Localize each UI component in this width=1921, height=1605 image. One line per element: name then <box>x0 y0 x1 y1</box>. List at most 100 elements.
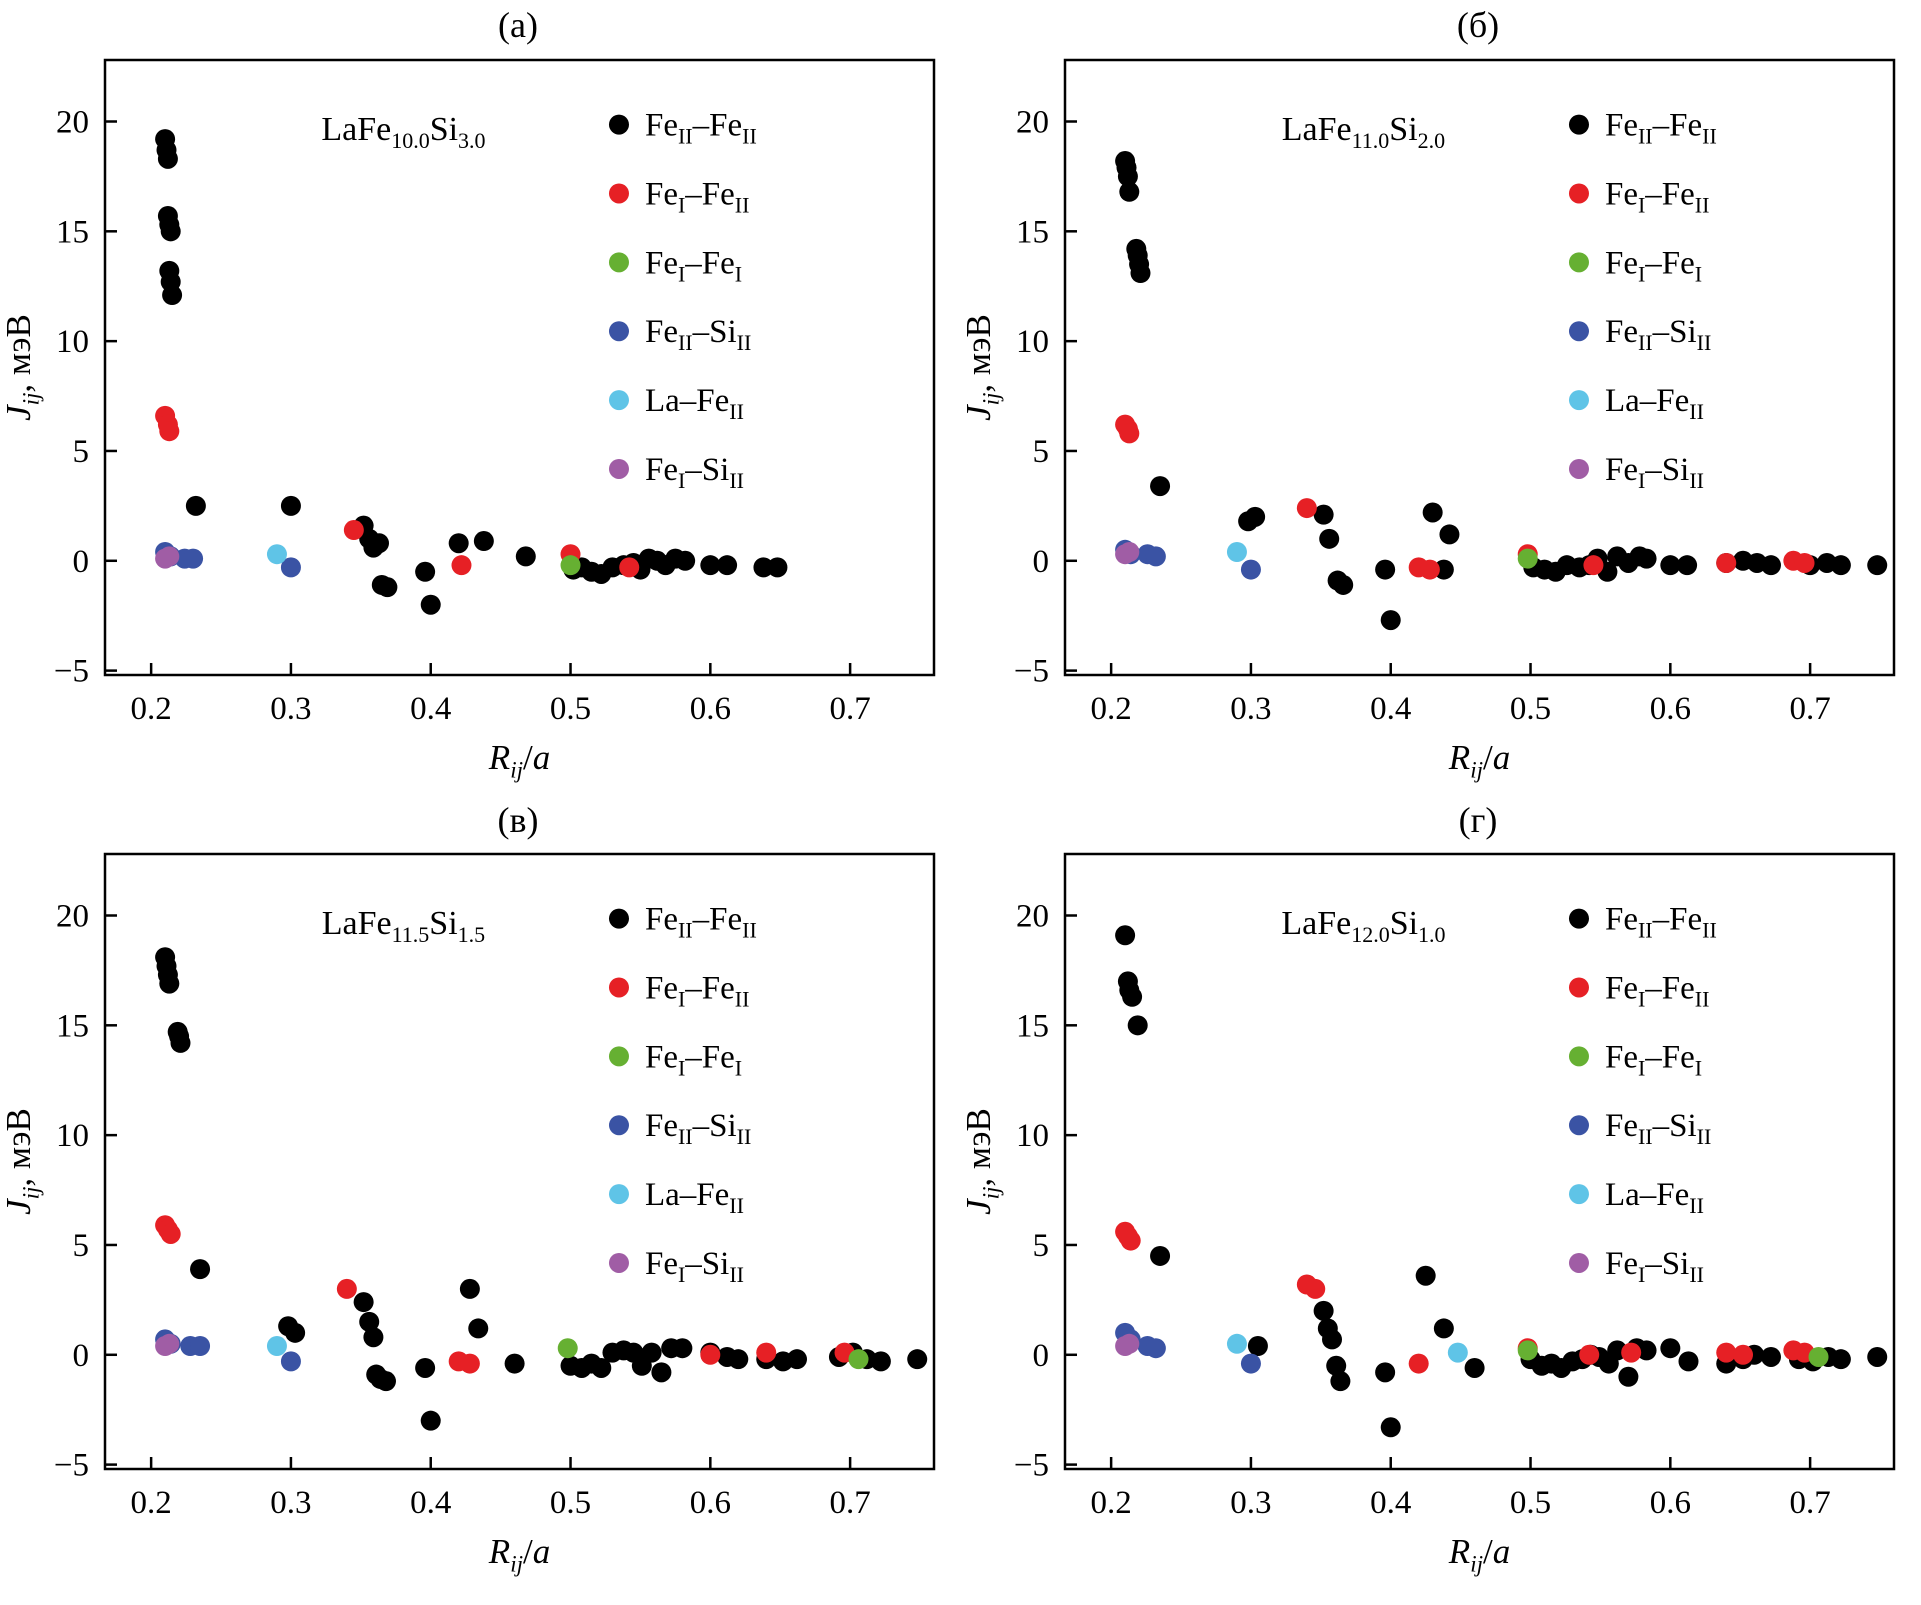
y-tick-label: 10 <box>56 1118 89 1154</box>
x-tick-label: 0.3 <box>1230 691 1271 727</box>
x-axis-label: Rij/a <box>1448 1532 1510 1576</box>
legend-marker <box>608 977 629 998</box>
data-point-FeII-FeII <box>1660 554 1681 575</box>
data-point-FeII-FeII <box>1677 554 1698 575</box>
x-tick-label: 0.2 <box>131 1485 172 1521</box>
data-point-FeII-FeII <box>1660 1338 1681 1359</box>
legend-label: FeII–FeII <box>645 107 757 148</box>
legend-label: FeII–FeII <box>1605 902 1717 943</box>
data-point-FeI-FeII <box>1419 559 1440 580</box>
y-tick-label: 10 <box>1016 1118 1049 1154</box>
data-point-FeII-FeII <box>1636 548 1657 569</box>
data-point-FeI-SiII <box>159 1333 180 1354</box>
legend-marker <box>608 1115 629 1136</box>
data-point-FeII-FeII <box>1115 925 1136 946</box>
data-point-FeII-FeII <box>1313 504 1334 525</box>
data-point-FeII-FeII <box>504 1353 525 1374</box>
data-point-FeII-FeII <box>1150 475 1171 496</box>
legend-label: FeI–FeI <box>1605 1040 1702 1081</box>
data-point-FeII-FeII <box>420 1410 441 1431</box>
data-point-FeI-FeII <box>1296 497 1317 518</box>
panel-label-v: (в) <box>497 799 539 840</box>
legend-marker <box>608 183 629 204</box>
data-point-FeII-FeII <box>1380 1417 1401 1438</box>
data-point-FeII-FeII <box>717 554 738 575</box>
data-point-FeII-FeII <box>753 556 774 577</box>
data-point-FeII-FeII <box>1319 528 1340 549</box>
data-point-FeI-FeII <box>619 556 640 577</box>
data-point-FeI-FeI <box>1517 548 1538 569</box>
plot-title: LaFe11.0Si2.0 <box>1282 111 1445 153</box>
legend-label: FeI–FeI <box>1605 245 1702 286</box>
legend-label: FeII–SiII <box>1605 314 1711 355</box>
data-point-FeII-FeII <box>1375 1362 1396 1383</box>
y-tick-label: 15 <box>1016 214 1049 250</box>
data-point-FeI-FeI <box>1517 1340 1538 1361</box>
x-tick-label: 0.3 <box>1230 1485 1271 1521</box>
legend-marker <box>608 1253 629 1274</box>
data-point-FeII-FeII <box>767 556 788 577</box>
legend-label: FeI–SiII <box>1605 452 1704 493</box>
legend-label: FeI–FeI <box>645 245 742 286</box>
data-point-FeI-FeII <box>1583 554 1604 575</box>
legend-marker <box>1568 1184 1589 1205</box>
legend-marker <box>1568 320 1589 341</box>
data-point-FeII-FeII <box>641 1342 662 1363</box>
data-point-FeII-FeII <box>157 148 178 169</box>
x-tick-label: 0.7 <box>829 1485 870 1521</box>
y-axis-label: Jij, мэВ <box>0 314 43 421</box>
data-point-FeI-SiII <box>1119 541 1140 562</box>
data-point-FeII-FeII <box>651 1362 672 1383</box>
data-point-FeII-FeII <box>786 1349 807 1370</box>
plot-title: LaFe11.5Si1.5 <box>322 905 485 947</box>
legend-label: FeI–FeI <box>645 1040 742 1081</box>
data-point-FeII-FeII <box>359 1312 380 1333</box>
y-tick-label: −5 <box>54 1448 89 1484</box>
data-point-FeII-FeII <box>162 284 183 305</box>
axes-box <box>1063 852 1896 1471</box>
y-tick-label: 15 <box>1016 1009 1049 1045</box>
data-point-FeII-FeII <box>448 532 469 553</box>
data-point-FeII-FeII <box>700 554 721 575</box>
legend-marker <box>608 908 629 929</box>
legend-label: FeII–SiII <box>645 1108 751 1149</box>
y-tick-label: 20 <box>56 104 89 140</box>
data-point-La-FeII <box>266 543 287 564</box>
x-axis-label: Rij/a <box>488 1532 550 1576</box>
y-tick-label: 20 <box>56 899 89 935</box>
y-tick-label: 5 <box>1033 1228 1050 1264</box>
y-tick-label: 5 <box>1033 434 1050 470</box>
data-point-FeI-FeII <box>343 519 364 540</box>
data-point-FeII-SiII <box>1240 1353 1261 1374</box>
data-point-FeII-FeII <box>363 1327 384 1348</box>
y-tick-label: 15 <box>56 1009 89 1045</box>
legend-label: FeI–FeII <box>645 176 749 217</box>
legend-label: FeI–FeII <box>645 971 749 1012</box>
data-point-FeII-FeII <box>190 1259 211 1280</box>
x-tick-label: 0.5 <box>1510 1485 1551 1521</box>
data-point-FeII-FeII <box>870 1351 891 1372</box>
data-point-FeII-FeII <box>285 1323 306 1344</box>
data-point-FeII-FeII <box>459 1279 480 1300</box>
data-point-FeII-FeII <box>1313 1301 1334 1322</box>
data-point-FeI-FeII <box>1621 1342 1642 1363</box>
legend-label: FeI–SiII <box>645 1246 744 1287</box>
data-point-FeII-FeII <box>1333 574 1354 595</box>
y-tick-label: 0 <box>73 1338 90 1374</box>
x-axis-label: Rij/a <box>488 738 550 782</box>
x-tick-label: 0.6 <box>1650 1485 1691 1521</box>
scatter-plot-b: 0.2 0.3 0.4 0.5 0.6 0.7 −5 0 5 10 15 20 Rij/a Jij, мэ… <box>960 58 1896 782</box>
x-tick-label: 0.3 <box>270 1485 311 1521</box>
legend-label: FeI–SiII <box>645 452 744 493</box>
data-point-FeII-FeII <box>353 1292 374 1313</box>
legend-marker <box>608 389 629 410</box>
data-point-FeII-FeII <box>1330 1371 1351 1392</box>
data-point-FeII-FeII <box>1119 181 1140 202</box>
data-point-FeII-SiII <box>190 1336 211 1357</box>
plot-title: LaFe10.0Si3.0 <box>321 111 485 153</box>
data-point-FeII-FeII <box>672 1338 693 1359</box>
data-point-La-FeII <box>266 1336 287 1357</box>
x-tick-label: 0.4 <box>410 691 451 727</box>
data-point-FeII-FeII <box>1380 609 1401 630</box>
y-tick-label: 5 <box>73 434 90 470</box>
